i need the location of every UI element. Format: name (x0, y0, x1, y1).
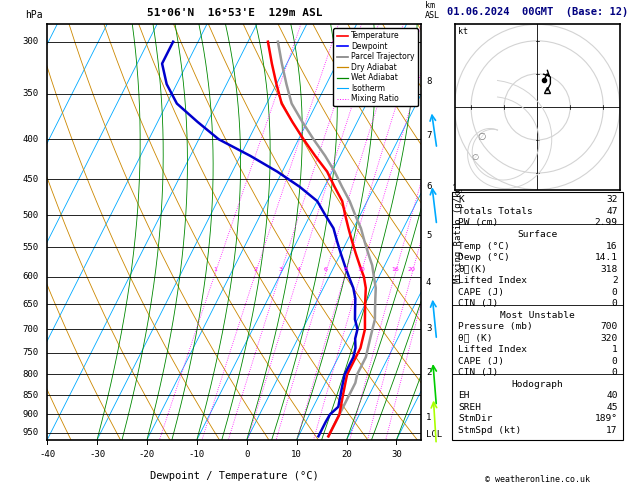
Text: 350: 350 (23, 89, 39, 99)
Text: 800: 800 (23, 370, 39, 379)
Text: CAPE (J): CAPE (J) (459, 357, 504, 366)
Text: θᴄ(K): θᴄ(K) (459, 264, 487, 274)
Text: 51°06'N  16°53'E  129m ASL: 51°06'N 16°53'E 129m ASL (147, 8, 322, 18)
Text: 4: 4 (297, 266, 301, 272)
Text: 1: 1 (426, 413, 431, 421)
Text: LCL: LCL (426, 430, 442, 439)
Text: © weatheronline.co.uk: © weatheronline.co.uk (485, 474, 589, 484)
Text: 47: 47 (606, 207, 618, 216)
Text: 40: 40 (606, 391, 618, 400)
Text: Most Unstable: Most Unstable (500, 311, 574, 320)
Text: 30: 30 (391, 450, 402, 459)
Text: Lifted Index: Lifted Index (459, 276, 528, 285)
Text: 400: 400 (23, 135, 39, 144)
Text: Dewpoint / Temperature (°C): Dewpoint / Temperature (°C) (150, 471, 319, 481)
Text: -20: -20 (139, 450, 155, 459)
Text: 600: 600 (23, 272, 39, 281)
Text: hPa: hPa (25, 10, 42, 20)
Text: 8: 8 (343, 266, 347, 272)
Text: ∅: ∅ (477, 132, 486, 142)
Text: Lifted Index: Lifted Index (459, 345, 528, 354)
Text: 14.1: 14.1 (594, 253, 618, 262)
Text: K: K (459, 195, 464, 205)
Text: 0: 0 (612, 368, 618, 377)
Text: 3: 3 (426, 324, 431, 333)
Text: 450: 450 (23, 175, 39, 184)
Text: 900: 900 (23, 410, 39, 419)
Text: 6: 6 (323, 266, 327, 272)
Text: 2: 2 (253, 266, 257, 272)
Text: -40: -40 (39, 450, 55, 459)
Text: Pressure (mb): Pressure (mb) (459, 322, 533, 331)
Text: 750: 750 (23, 348, 39, 357)
Text: -10: -10 (189, 450, 205, 459)
Text: 20: 20 (408, 266, 416, 272)
Text: 45: 45 (606, 403, 618, 412)
Text: 01.06.2024  00GMT  (Base: 12): 01.06.2024 00GMT (Base: 12) (447, 7, 628, 17)
Text: 850: 850 (23, 391, 39, 399)
Text: 32: 32 (606, 195, 618, 205)
Text: CIN (J): CIN (J) (459, 368, 499, 377)
Text: 0: 0 (612, 288, 618, 296)
Text: 0: 0 (612, 357, 618, 366)
Text: 10: 10 (357, 266, 365, 272)
Text: 2.99: 2.99 (594, 219, 618, 227)
Text: 0: 0 (244, 450, 250, 459)
Text: θᴄ (K): θᴄ (K) (459, 334, 493, 343)
Text: 650: 650 (23, 299, 39, 309)
Text: StmDir: StmDir (459, 415, 493, 423)
Text: 300: 300 (23, 37, 39, 46)
Text: EH: EH (459, 391, 470, 400)
Text: 0: 0 (612, 299, 618, 308)
Text: 16: 16 (606, 242, 618, 251)
Text: kt: kt (458, 27, 468, 36)
Text: Surface: Surface (517, 230, 557, 239)
Text: 700: 700 (23, 325, 39, 334)
Text: -30: -30 (89, 450, 105, 459)
Text: Dewp (°C): Dewp (°C) (459, 253, 510, 262)
Text: Mixing Ratio (g/kg): Mixing Ratio (g/kg) (454, 181, 464, 283)
Text: 2: 2 (426, 368, 431, 377)
Text: PW (cm): PW (cm) (459, 219, 499, 227)
Text: 189°: 189° (594, 415, 618, 423)
Text: 5: 5 (426, 231, 431, 240)
Text: 7: 7 (426, 131, 431, 140)
Text: 4: 4 (426, 278, 431, 287)
Text: 6: 6 (426, 182, 431, 191)
Text: CIN (J): CIN (J) (459, 299, 499, 308)
Text: Totals Totals: Totals Totals (459, 207, 533, 216)
Text: 20: 20 (341, 450, 352, 459)
Text: 500: 500 (23, 210, 39, 220)
Text: 318: 318 (600, 264, 618, 274)
Text: ∅: ∅ (471, 153, 478, 162)
Text: 700: 700 (600, 322, 618, 331)
Text: 550: 550 (23, 243, 39, 252)
Legend: Temperature, Dewpoint, Parcel Trajectory, Dry Adiabat, Wet Adiabat, Isotherm, Mi: Temperature, Dewpoint, Parcel Trajectory… (333, 28, 418, 106)
Text: 10: 10 (291, 450, 302, 459)
Text: 1: 1 (213, 266, 217, 272)
Text: 1: 1 (612, 345, 618, 354)
Text: 950: 950 (23, 428, 39, 437)
Text: SREH: SREH (459, 403, 481, 412)
Text: 3: 3 (278, 266, 282, 272)
Text: 320: 320 (600, 334, 618, 343)
Text: Temp (°C): Temp (°C) (459, 242, 510, 251)
Text: 17: 17 (606, 426, 618, 435)
Text: 8: 8 (426, 77, 431, 86)
Text: CAPE (J): CAPE (J) (459, 288, 504, 296)
Text: 16: 16 (391, 266, 399, 272)
Text: 2: 2 (612, 276, 618, 285)
Text: km
ASL: km ASL (425, 1, 440, 20)
Text: StmSpd (kt): StmSpd (kt) (459, 426, 521, 435)
Text: Hodograph: Hodograph (511, 380, 563, 389)
